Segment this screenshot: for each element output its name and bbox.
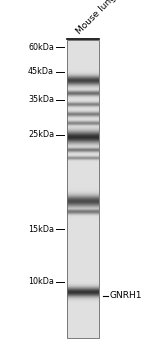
Text: 25kDa: 25kDa <box>28 130 54 139</box>
Text: 45kDa: 45kDa <box>28 67 54 76</box>
Text: 10kDa: 10kDa <box>28 277 54 286</box>
Text: Mouse lung: Mouse lung <box>75 0 118 36</box>
Text: GNRH1: GNRH1 <box>110 291 142 300</box>
Text: 15kDa: 15kDa <box>28 225 54 234</box>
Bar <box>67 40 99 338</box>
Text: 35kDa: 35kDa <box>28 95 54 104</box>
Text: 60kDa: 60kDa <box>28 43 54 52</box>
